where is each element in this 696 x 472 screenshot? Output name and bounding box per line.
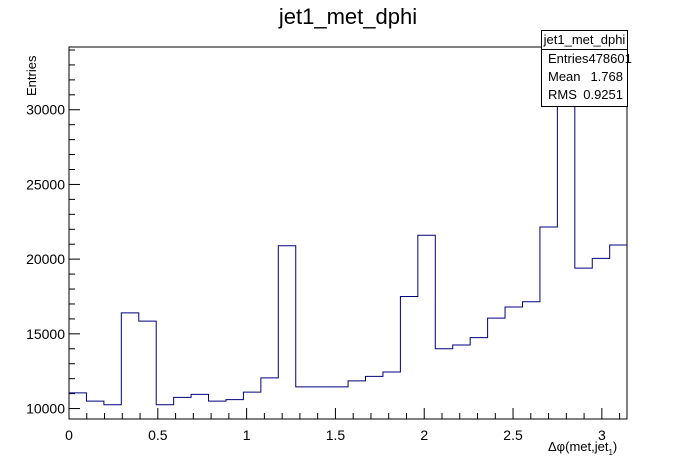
stats-row-rms: RMS 0.9251: [542, 86, 627, 104]
x-tick-label: 0: [65, 427, 73, 443]
stats-label: Entries: [548, 51, 589, 66]
stats-label: Mean: [548, 69, 581, 84]
x-tick-label: 0.5: [148, 427, 168, 443]
x-axis-label-subscript: 1: [608, 448, 613, 457]
x-tick-label: 2: [420, 427, 428, 443]
y-tick-label: 25000: [26, 176, 65, 192]
x-axis-label-close: ): [612, 439, 618, 454]
x-tick-label: 1.5: [326, 427, 346, 443]
histogram-line: [69, 46, 627, 406]
stats-label: RMS: [548, 87, 577, 102]
y-tick-label: 30000: [26, 102, 65, 118]
stats-value: 1.768: [590, 69, 623, 84]
y-axis-label: Entries: [24, 55, 39, 96]
axis-ticks: [68, 49, 621, 419]
x-tick-label: 2.5: [503, 427, 523, 443]
stats-box: jet1_met_dphi Entries 478601 Mean 1.768 …: [541, 30, 632, 107]
x-axis-label-main: Δφ(met,jet: [548, 439, 609, 454]
stats-title: jet1_met_dphi: [542, 31, 627, 50]
x-tick-label: 1: [243, 427, 251, 443]
chart-title: jet1_met_dphi: [278, 4, 418, 29]
y-tick-label: 20000: [26, 251, 65, 267]
tick-labels: 0 0.5 1 1.5 2 2.5 3 10000 15000 20000 25000 30000: [26, 102, 606, 443]
stats-value: 0.9251: [583, 87, 623, 102]
stats-row-entries: Entries 478601: [542, 50, 632, 68]
x-tick-label: 3: [598, 427, 606, 443]
stats-row-mean: Mean 1.768: [542, 68, 627, 86]
y-tick-label: 15000: [26, 326, 65, 342]
y-tick-label: 10000: [26, 401, 65, 417]
plot-frame: [68, 46, 628, 420]
x-axis-label: Δφ(met,jet1): [548, 439, 617, 457]
stats-value: 478601: [588, 51, 632, 66]
